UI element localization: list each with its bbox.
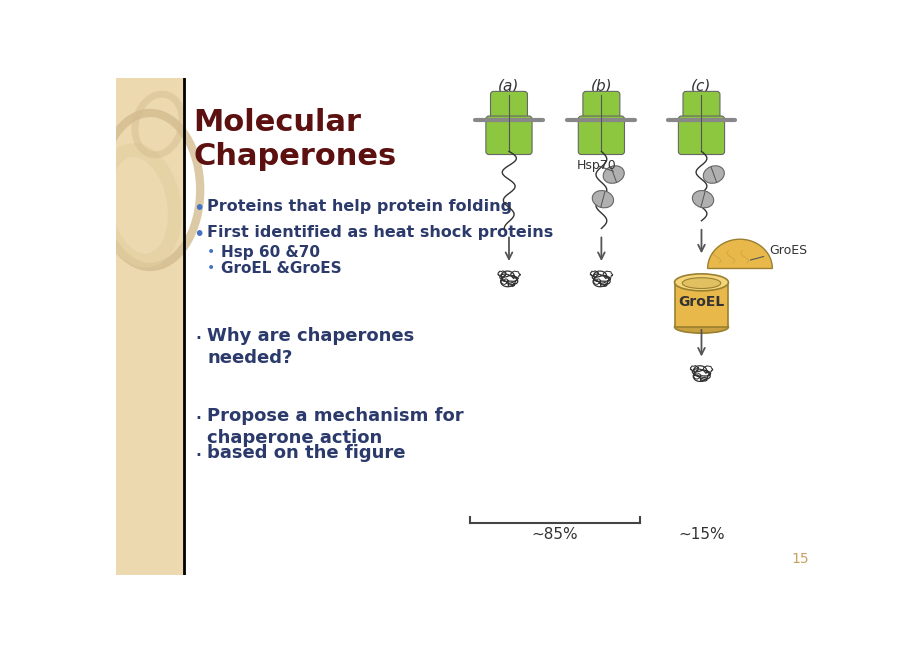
FancyBboxPatch shape xyxy=(578,116,624,154)
Ellipse shape xyxy=(702,166,723,183)
Text: •: • xyxy=(193,199,204,218)
FancyBboxPatch shape xyxy=(490,91,527,122)
Bar xyxy=(117,78,184,575)
Polygon shape xyxy=(707,239,772,269)
Text: ·: · xyxy=(195,327,202,351)
Text: Propose a mechanism for
chaperone action: Propose a mechanism for chaperone action xyxy=(207,407,464,447)
Ellipse shape xyxy=(602,166,623,183)
Text: 15: 15 xyxy=(791,552,808,566)
Text: GroEL &GroES: GroEL &GroES xyxy=(220,261,342,276)
FancyBboxPatch shape xyxy=(678,116,723,154)
Text: (b): (b) xyxy=(590,79,611,94)
Text: ~15%: ~15% xyxy=(678,527,724,542)
Ellipse shape xyxy=(681,278,720,289)
Ellipse shape xyxy=(674,274,728,291)
Text: based on the figure: based on the figure xyxy=(207,444,405,462)
Text: •: • xyxy=(193,225,204,244)
Text: Molecular
Chaperones: Molecular Chaperones xyxy=(193,109,396,171)
Text: •: • xyxy=(207,261,215,275)
Ellipse shape xyxy=(691,191,713,208)
Text: Why are chaperones
needed?: Why are chaperones needed? xyxy=(207,327,414,367)
Text: GroES: GroES xyxy=(750,244,806,260)
Text: Hsp70: Hsp70 xyxy=(576,159,616,172)
Text: (a): (a) xyxy=(497,79,519,94)
Text: GroEL: GroEL xyxy=(678,295,724,309)
Text: •: • xyxy=(207,245,215,260)
Ellipse shape xyxy=(591,191,613,208)
Text: ~85%: ~85% xyxy=(531,527,578,542)
FancyBboxPatch shape xyxy=(582,91,619,122)
FancyBboxPatch shape xyxy=(682,91,719,122)
Text: First identified as heat shock proteins: First identified as heat shock proteins xyxy=(207,225,553,240)
Text: Proteins that help protein folding: Proteins that help protein folding xyxy=(207,199,512,214)
FancyBboxPatch shape xyxy=(486,116,531,154)
Ellipse shape xyxy=(674,321,728,333)
Text: ·: · xyxy=(195,444,202,468)
Bar xyxy=(674,282,728,327)
Text: (c): (c) xyxy=(691,79,711,94)
Text: Hsp 60 &70: Hsp 60 &70 xyxy=(220,245,320,260)
Text: ·: · xyxy=(195,407,202,431)
